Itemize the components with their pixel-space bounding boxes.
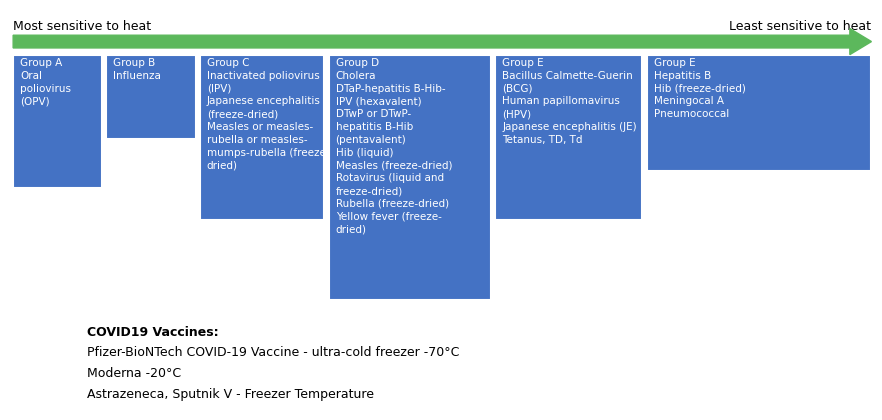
Bar [496,55,642,220]
Text: Group A
Oral
poliovirus
(OPV): Group A Oral poliovirus (OPV) [20,58,71,107]
Bar [329,55,491,299]
Text: Group B
Influenza: Group B Influenza [114,58,161,81]
Bar [13,55,102,188]
Text: Pfizer-BioNTech COVID-19 Vaccine - ultra-cold freezer -70°C: Pfizer-BioNTech COVID-19 Vaccine - ultra… [86,346,459,360]
Bar [200,55,325,220]
Text: Moderna -20°C: Moderna -20°C [86,368,181,381]
Text: Group E
Hepatitis B
Hib (freeze-dried)
Meningocal A
Pneumococcal: Group E Hepatitis B Hib (freeze-dried) M… [654,58,745,119]
Bar [647,55,871,171]
Text: COVID19 Vaccines:: COVID19 Vaccines: [86,326,218,339]
Text: Group C
Inactivated poliovirus
(IPV)
Japanese encephalitis
(freeze-dried)
Measle: Group C Inactivated poliovirus (IPV) Jap… [206,58,329,171]
Polygon shape [13,29,871,55]
Text: Group E
Bacillus Calmette-Guerin
(BCG)
Human papillomavirus
(HPV)
Japanese encep: Group E Bacillus Calmette-Guerin (BCG) H… [503,58,637,145]
Text: Group D
Cholera
DTaP-hepatitis B-Hib-
IPV (hexavalent)
DTwP or DTwP-
hepatitis B: Group D Cholera DTaP-hepatitis B-Hib- IP… [335,58,452,234]
Text: Least sensitive to heat: Least sensitive to heat [729,20,871,33]
Text: Astrazeneca, Sputnik V - Freezer Temperature: Astrazeneca, Sputnik V - Freezer Tempera… [86,388,374,401]
Text: Most sensitive to heat: Most sensitive to heat [13,20,152,33]
Bar [107,55,196,139]
